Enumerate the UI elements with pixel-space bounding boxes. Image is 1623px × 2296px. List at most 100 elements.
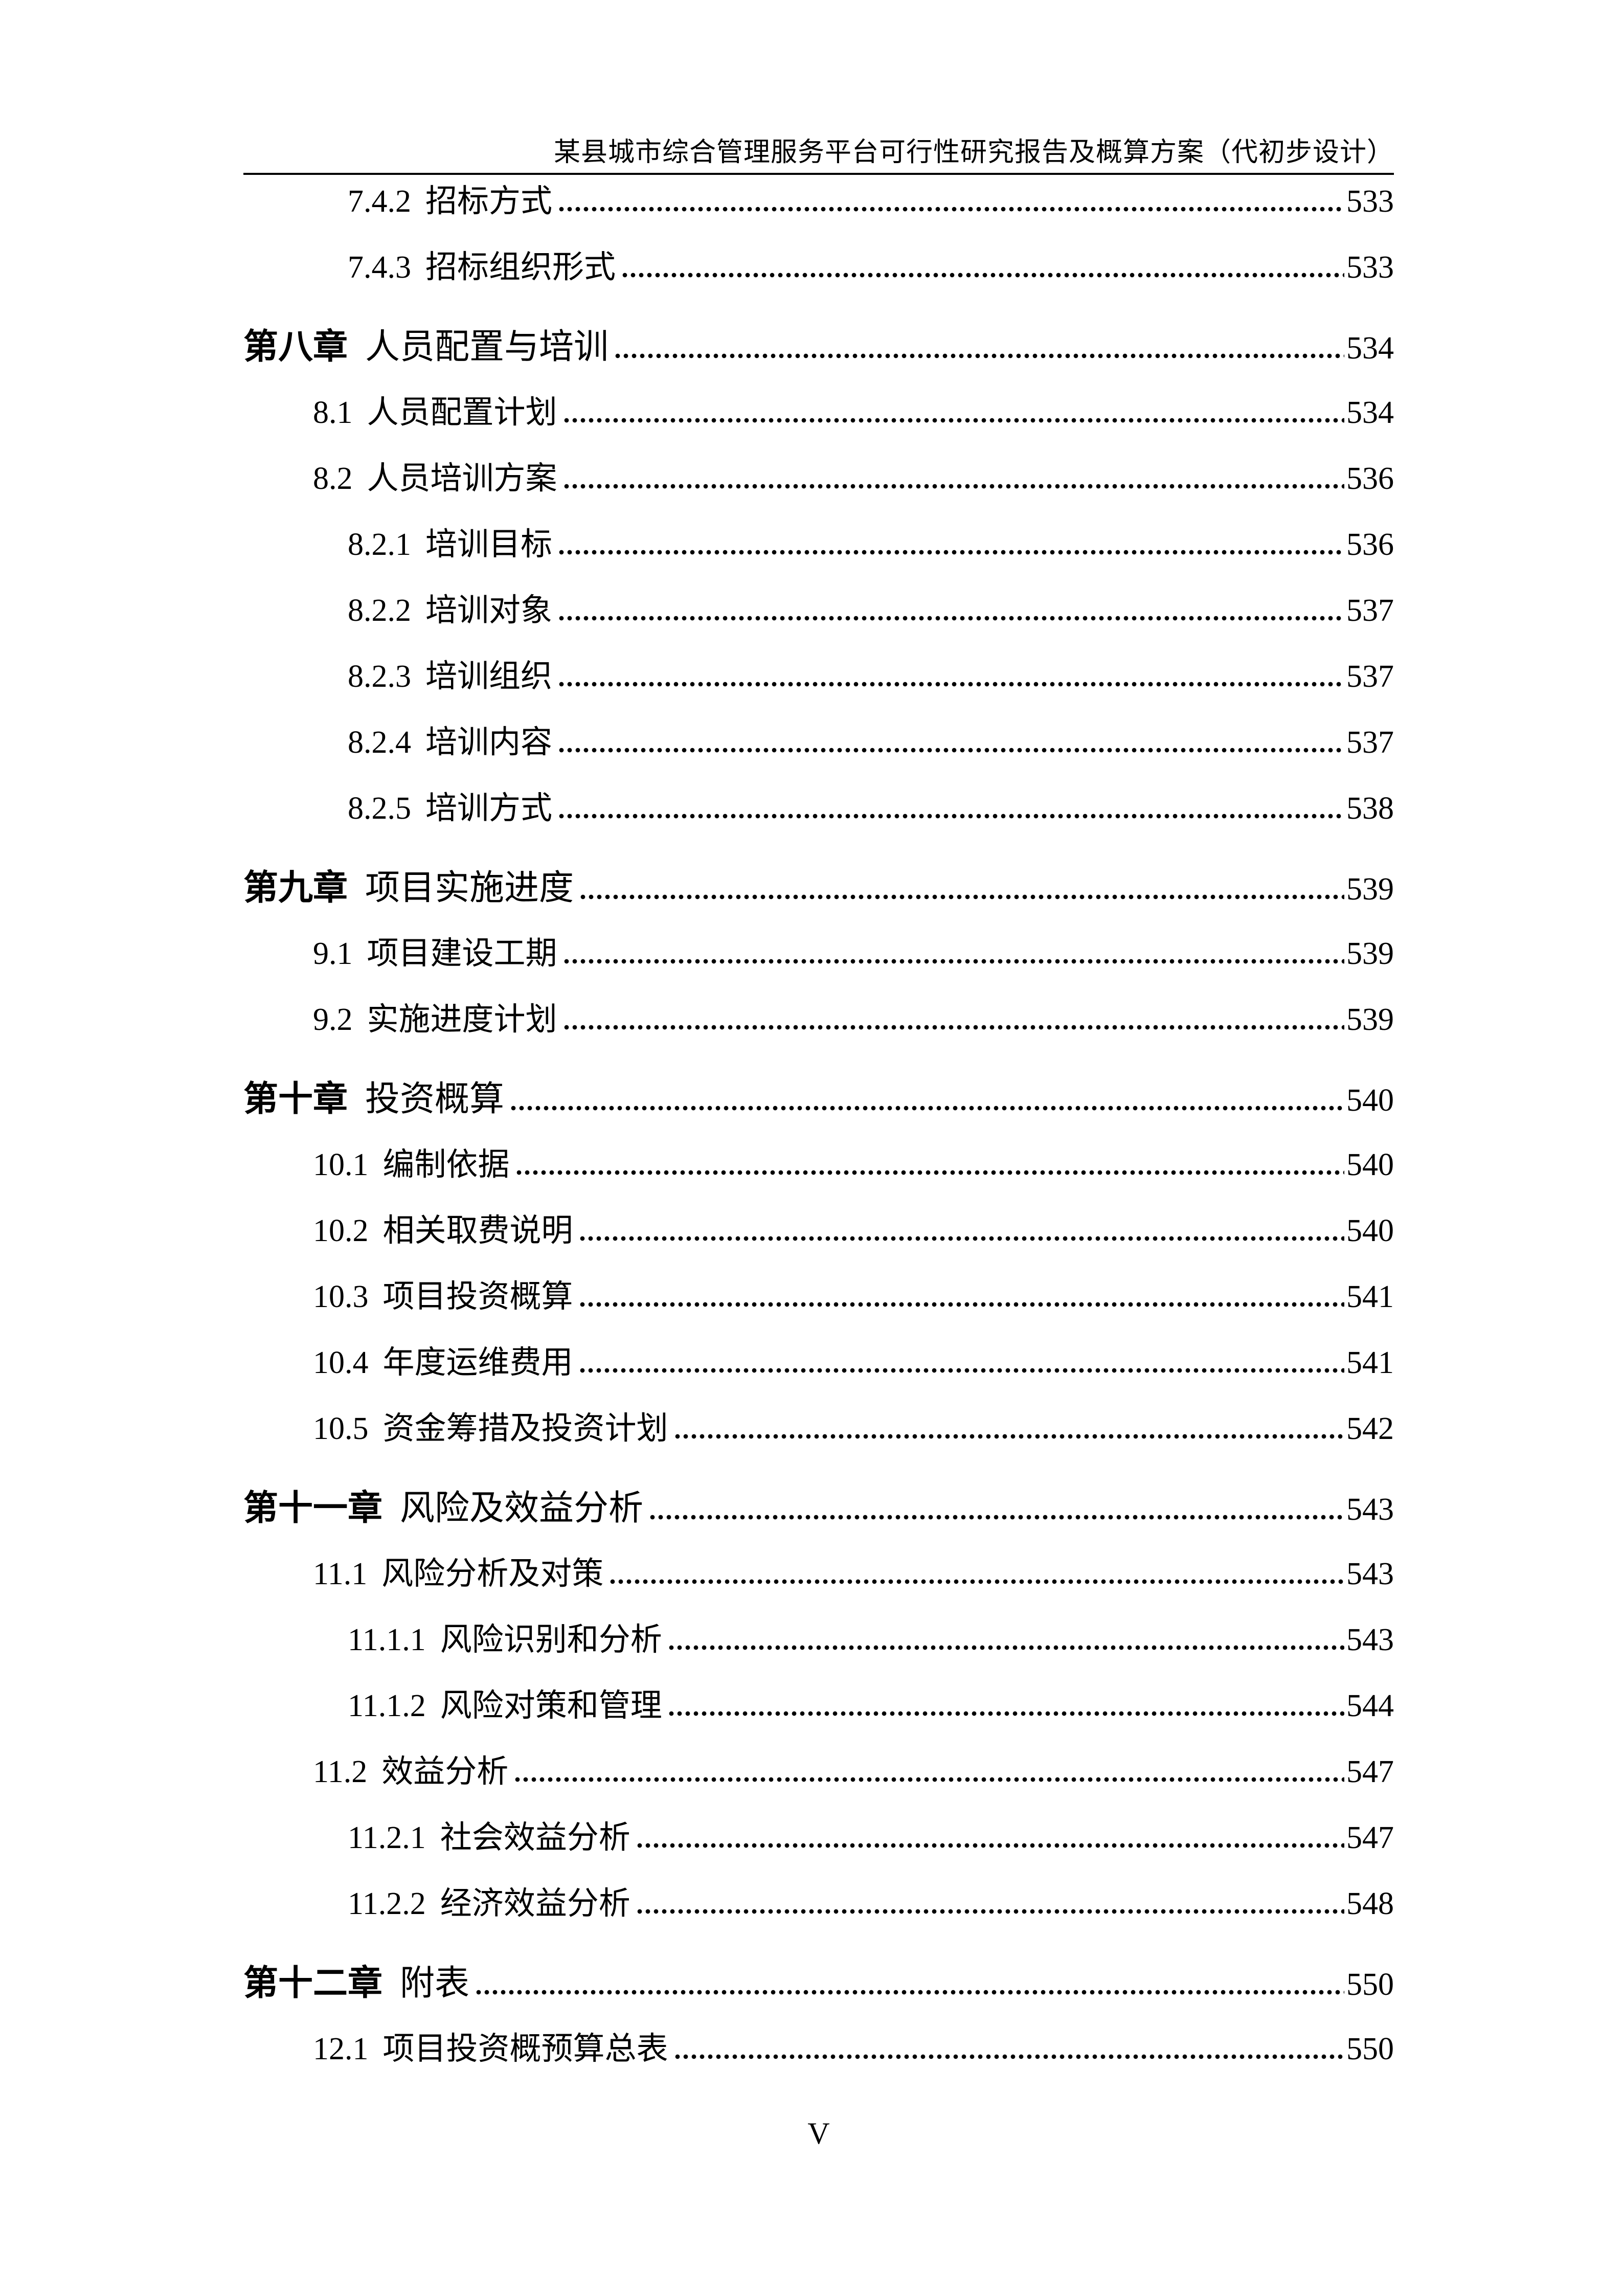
toc-entry-number: 10.3 bbox=[313, 1279, 369, 1314]
dot-leader bbox=[667, 1711, 1344, 1716]
toc-entry-title: 人员配置计划 bbox=[367, 395, 557, 430]
toc-entry-title: 项目投资概预算总表 bbox=[382, 2032, 668, 2066]
toc-entry[interactable]: 11.2 效益分析 547 bbox=[243, 1739, 1394, 1805]
toc-entry-page: 543 bbox=[1346, 1492, 1394, 1527]
toc-entry[interactable]: 第十二章 附表 550 bbox=[243, 1950, 1394, 2016]
toc-entry[interactable]: 12.1 项目投资概预算总表 550 bbox=[243, 2016, 1394, 2082]
dot-leader bbox=[557, 616, 1344, 621]
toc-entry[interactable]: 第九章 项目实施进度 539 bbox=[243, 855, 1394, 921]
toc-entry-page: 548 bbox=[1346, 1886, 1394, 1921]
toc-entry-number: 10.5 bbox=[313, 1411, 369, 1446]
toc-entry-page: 550 bbox=[1346, 1967, 1394, 2002]
toc-entry[interactable]: 9.1 项目建设工期 539 bbox=[243, 921, 1394, 987]
toc-entry-title: 招标方式 bbox=[425, 184, 553, 219]
toc-entry-page: 540 bbox=[1346, 1147, 1394, 1182]
toc-entry-title: 风险分析及对策 bbox=[381, 1557, 604, 1591]
toc-entry-number: 第九章 bbox=[243, 868, 348, 907]
dot-leader bbox=[557, 682, 1344, 687]
toc-entry-number: 11.1.2 bbox=[348, 1689, 426, 1723]
toc-entry[interactable]: 7.4.2 招标方式 533 bbox=[243, 169, 1394, 235]
toc-entry[interactable]: 10.2 相关取费说明 540 bbox=[243, 1198, 1394, 1264]
toc-entry-title: 风险识别和分析 bbox=[440, 1623, 662, 1657]
toc-entry[interactable]: 第八章 人员配置与培训 534 bbox=[243, 314, 1394, 380]
dot-leader bbox=[578, 1368, 1344, 1373]
toc-entry-title: 项目建设工期 bbox=[367, 936, 557, 971]
toc-entry[interactable]: 11.1.1 风险识别和分析 543 bbox=[243, 1607, 1394, 1673]
toc-entry-title: 人员配置与培训 bbox=[365, 327, 609, 366]
toc-list: 7.4.2 招标方式 533 7.4.3 招标组织形式 533 第八章 人员配置… bbox=[243, 169, 1394, 2082]
toc-entry-page: 534 bbox=[1346, 331, 1394, 366]
toc-entry-title: 培训目标 bbox=[425, 527, 553, 562]
toc-entry-page: 542 bbox=[1346, 1411, 1394, 1446]
toc-entry-page: 543 bbox=[1346, 1623, 1394, 1657]
toc-entry[interactable]: 11.2.2 经济效益分析 548 bbox=[243, 1871, 1394, 1937]
toc-entry[interactable]: 10.4 年度运维费用 541 bbox=[243, 1330, 1394, 1396]
toc-entry[interactable]: 7.4.3 招标组织形式 533 bbox=[243, 235, 1394, 301]
toc-entry-title: 效益分析 bbox=[381, 1754, 509, 1789]
toc-entry-page: 537 bbox=[1346, 659, 1394, 694]
toc-entry-title: 培训内容 bbox=[425, 725, 553, 760]
dot-leader bbox=[673, 1434, 1344, 1439]
toc-entry-page: 537 bbox=[1346, 593, 1394, 628]
dot-leader bbox=[514, 1170, 1344, 1175]
toc-entry-page: 541 bbox=[1346, 1345, 1394, 1380]
toc-entry[interactable]: 第十章 投资概算 540 bbox=[243, 1066, 1394, 1132]
toc-entry-number: 11.1.1 bbox=[348, 1623, 426, 1657]
dot-leader bbox=[635, 1909, 1344, 1914]
toc-entry-title: 项目投资概算 bbox=[382, 1279, 573, 1314]
dot-leader bbox=[513, 1777, 1344, 1782]
toc-entry[interactable]: 10.3 项目投资概算 541 bbox=[243, 1264, 1394, 1330]
dot-leader bbox=[578, 1236, 1344, 1241]
toc-entry-title: 经济效益分析 bbox=[440, 1886, 630, 1921]
toc-entry-page: 533 bbox=[1346, 250, 1394, 285]
footer-page-number: V bbox=[807, 2117, 830, 2150]
toc-entry[interactable]: 8.1 人员配置计划 534 bbox=[243, 380, 1394, 446]
toc-entry-title: 实施进度计划 bbox=[367, 1002, 557, 1037]
toc-entry-number: 8.2.4 bbox=[348, 725, 411, 760]
toc-entry[interactable]: 11.1 风险分析及对策 543 bbox=[243, 1541, 1394, 1607]
toc-entry-title: 编制依据 bbox=[382, 1147, 510, 1182]
toc-entry-number: 11.2.2 bbox=[348, 1886, 426, 1921]
toc-entry-number: 第十章 bbox=[243, 1079, 348, 1118]
toc-entry[interactable]: 8.2.2 培训对象 537 bbox=[243, 578, 1394, 644]
toc-entry[interactable]: 8.2.3 培训组织 537 bbox=[243, 644, 1394, 710]
toc-entry-number: 第十二章 bbox=[243, 1964, 383, 2002]
toc-entry-title: 培训方式 bbox=[425, 791, 553, 826]
toc-entry-page: 547 bbox=[1346, 1820, 1394, 1855]
dot-leader bbox=[635, 1843, 1344, 1848]
toc-entry[interactable]: 11.1.2 风险对策和管理 544 bbox=[243, 1673, 1394, 1739]
toc-entry-number: 10.4 bbox=[313, 1345, 369, 1380]
toc-entry-title: 附表 bbox=[400, 1964, 470, 2002]
dot-leader bbox=[557, 814, 1344, 819]
toc-entry-number: 12.1 bbox=[313, 2032, 369, 2066]
toc-entry-page: 539 bbox=[1346, 936, 1394, 971]
toc-entry-number: 8.2 bbox=[313, 461, 353, 496]
toc-entry[interactable]: 8.2 人员培训方案 536 bbox=[243, 446, 1394, 512]
toc-entry[interactable]: 11.2.1 社会效益分析 547 bbox=[243, 1805, 1394, 1871]
toc-entry-title: 年度运维费用 bbox=[382, 1345, 573, 1380]
toc-entry-number: 11.2.1 bbox=[348, 1820, 426, 1855]
toc-entry[interactable]: 8.2.1 培训目标 536 bbox=[243, 512, 1394, 578]
toc-entry-title: 招标组织形式 bbox=[425, 250, 616, 285]
toc-entry-title: 风险及效益分析 bbox=[400, 1489, 644, 1527]
toc-entry[interactable]: 10.1 编制依据 540 bbox=[243, 1132, 1394, 1198]
toc-entry-number: 10.2 bbox=[313, 1213, 369, 1248]
dot-leader bbox=[578, 1302, 1344, 1307]
toc-entry-number: 8.2.3 bbox=[348, 659, 411, 694]
toc-entry[interactable]: 8.2.4 培训内容 537 bbox=[243, 710, 1394, 776]
toc-entry[interactable]: 第十一章 风险及效益分析 543 bbox=[243, 1475, 1394, 1541]
dot-leader bbox=[557, 207, 1344, 212]
dot-leader bbox=[648, 1515, 1344, 1520]
dot-leader bbox=[579, 894, 1344, 899]
toc-entry-page: 547 bbox=[1346, 1754, 1394, 1789]
toc-entry[interactable]: 10.5 资金筹措及投资计划 542 bbox=[243, 1396, 1394, 1462]
toc-entry-page: 537 bbox=[1346, 725, 1394, 760]
toc-entry[interactable]: 8.2.5 培训方式 538 bbox=[243, 776, 1394, 842]
toc-entry-page: 533 bbox=[1346, 184, 1394, 219]
dot-leader bbox=[608, 1579, 1344, 1584]
toc-entry[interactable]: 9.2 实施进度计划 539 bbox=[243, 987, 1394, 1053]
toc-entry-page: 544 bbox=[1346, 1689, 1394, 1723]
toc-entry-page: 536 bbox=[1346, 461, 1394, 496]
toc-entry-number: 7.4.2 bbox=[348, 184, 411, 219]
